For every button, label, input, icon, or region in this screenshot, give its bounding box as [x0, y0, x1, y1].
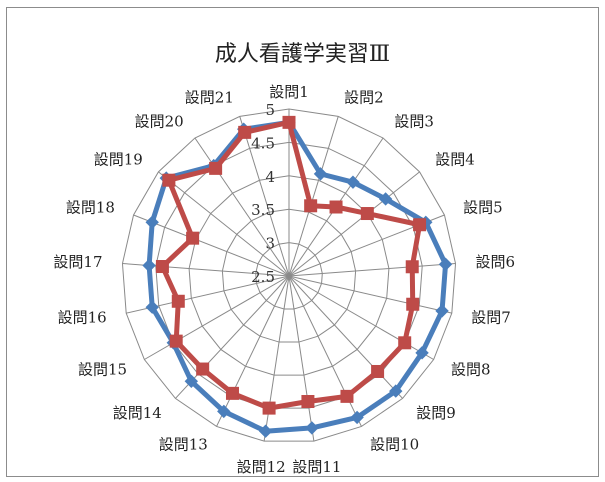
- gridline-spoke: [216, 275, 290, 427]
- data-point: [142, 258, 156, 273]
- data-point: [360, 207, 374, 221]
- data-point: [313, 167, 328, 181]
- category-label: 設問1: [269, 83, 309, 101]
- category-label: 設問14: [113, 404, 162, 422]
- category-label: 設問18: [66, 199, 115, 217]
- gridline-spoke: [239, 116, 290, 277]
- data-point: [282, 115, 296, 129]
- category-label: 設問19: [94, 150, 143, 168]
- gridline-spoke: [288, 275, 452, 314]
- category-label: 設問2: [344, 88, 384, 106]
- data-point: [145, 300, 159, 314]
- data-point: [438, 257, 453, 271]
- data-point: [184, 374, 199, 388]
- series-line: [146, 119, 449, 434]
- category-label: 設問16: [58, 309, 107, 327]
- gridline-spoke: [158, 171, 290, 277]
- category-label: 設問20: [135, 112, 184, 130]
- category-label: 設問15: [78, 361, 127, 379]
- gridline-spoke: [288, 275, 403, 399]
- gridline-ring: [121, 108, 457, 442]
- data-point: [258, 424, 273, 438]
- category-label: 設問6: [475, 253, 515, 271]
- data-point: [225, 386, 239, 400]
- gridline-spoke: [288, 275, 315, 442]
- data-point: [398, 336, 412, 350]
- data-point: [238, 125, 252, 139]
- data-point: [378, 192, 393, 206]
- chart-title: 成人看護学実習Ⅲ: [214, 42, 391, 67]
- category-label: 設問12: [237, 458, 286, 476]
- gridline-spoke: [133, 214, 290, 277]
- data-point: [217, 404, 231, 419]
- data-point: [389, 384, 403, 398]
- tick-label: 5: [265, 101, 275, 119]
- data-point: [262, 401, 276, 415]
- data-point: [196, 362, 210, 376]
- data-point: [162, 173, 176, 187]
- category-label: 設問21: [185, 88, 234, 106]
- gridline-spoke: [288, 171, 420, 277]
- gridline-spoke: [144, 275, 290, 360]
- data-point: [371, 364, 385, 378]
- data-point: [171, 294, 185, 308]
- data-point: [169, 334, 183, 348]
- data-point: [209, 161, 223, 175]
- data-point: [329, 200, 343, 214]
- category-label: 設問3: [394, 112, 434, 130]
- data-point: [305, 421, 319, 435]
- data-point: [413, 218, 427, 232]
- data-point: [340, 389, 354, 403]
- data-point: [346, 175, 360, 189]
- category-label: 設問17: [53, 253, 102, 271]
- gridline-ring: [188, 175, 390, 376]
- data-point: [186, 231, 200, 245]
- category-label: 設問9: [416, 404, 456, 422]
- category-label: 設問10: [370, 435, 419, 453]
- tick-label: 2.5: [251, 268, 275, 286]
- gridline-ring: [255, 242, 323, 310]
- tick-label: 4: [265, 168, 275, 186]
- data-point: [304, 199, 318, 213]
- tick-label: 4.5: [251, 134, 275, 152]
- category-label: 設問8: [451, 361, 491, 379]
- data-point: [350, 410, 364, 425]
- gridline-spoke: [288, 116, 339, 277]
- category-label: 設問13: [159, 435, 208, 453]
- data-point: [145, 215, 159, 230]
- data-point: [155, 260, 169, 274]
- data-point: [406, 297, 420, 311]
- category-label: 設問5: [463, 199, 503, 217]
- gridline-ring: [221, 208, 357, 343]
- gridline-spoke: [288, 263, 456, 277]
- category-label: 設問7: [471, 309, 511, 327]
- series-line: [159, 119, 423, 411]
- category-label: 設問11: [292, 458, 341, 476]
- data-point: [405, 260, 419, 274]
- tick-label: 3.5: [251, 201, 275, 219]
- data-point: [301, 395, 315, 409]
- data-point: [415, 346, 429, 360]
- gridline-spoke: [194, 137, 290, 277]
- category-label: 設問4: [435, 150, 475, 168]
- data-point: [435, 304, 449, 318]
- tick-label: 3: [265, 235, 275, 253]
